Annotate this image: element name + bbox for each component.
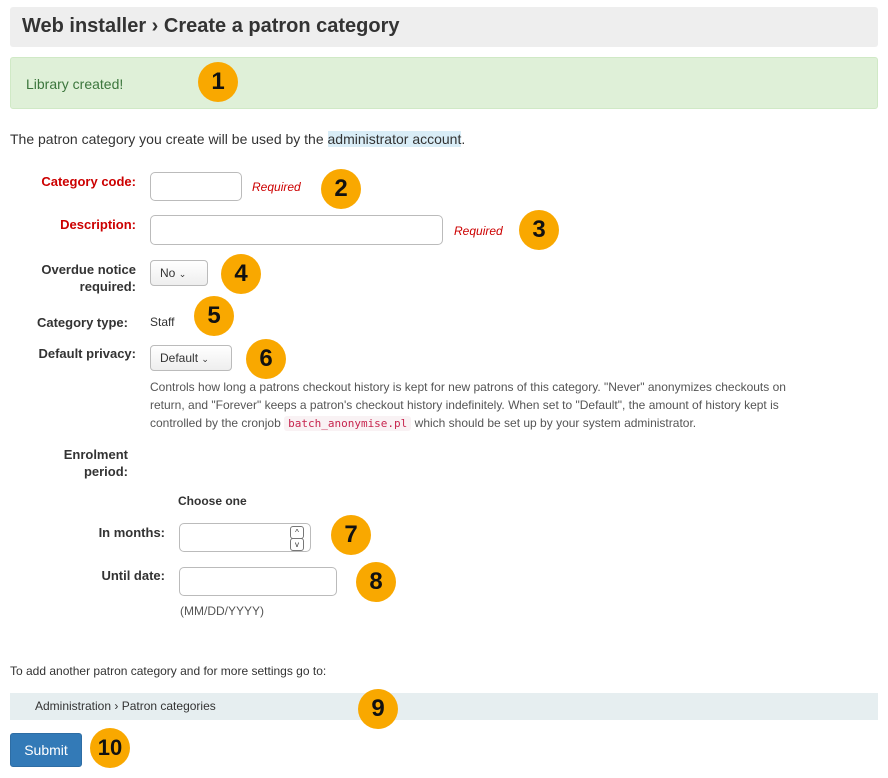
badge-1: 1	[198, 62, 238, 102]
overdue-value: No	[160, 266, 176, 280]
intro-after: .	[461, 131, 466, 147]
page-header: Web installer › Create a patron category	[10, 7, 878, 47]
badge-10: 10	[90, 728, 130, 768]
cronjob-code: batch_anonymise.pl	[284, 416, 412, 431]
intro-text: The patron category you create will be u…	[10, 131, 465, 147]
overdue-label-line2: required:	[79, 279, 136, 294]
enrolment-label: Enrolment period:	[0, 446, 128, 480]
description-required: Required	[454, 224, 503, 238]
success-alert: Library created!	[10, 57, 878, 109]
badge-9: 9	[358, 689, 398, 729]
badge-6: 6	[246, 339, 286, 379]
admin-account-highlight: administrator account	[327, 131, 462, 147]
months-label: In months:	[98, 525, 165, 540]
choose-one: Choose one	[178, 494, 247, 508]
hint-text-end: which should be set up by your system ad…	[411, 416, 697, 430]
category-type-label: Category type:	[36, 315, 128, 330]
chevron-down-icon: ⌄	[201, 354, 209, 364]
category-type-value: Staff	[150, 315, 175, 329]
overdue-label-line1: Overdue notice	[41, 262, 136, 277]
overdue-select[interactable]: No ⌄	[150, 260, 208, 286]
category-code-input[interactable]	[150, 172, 242, 201]
months-input[interactable]: ^ v	[179, 523, 311, 552]
category-code-required: Required	[252, 180, 301, 194]
breadcrumb[interactable]: Administration › Patron categories	[10, 693, 878, 720]
enrolment-line2: period:	[83, 464, 128, 479]
decrement-icon[interactable]: v	[290, 538, 304, 551]
privacy-label: Default privacy:	[38, 346, 136, 361]
badge-4: 4	[221, 254, 261, 294]
overdue-label: Overdue notice required:	[6, 261, 136, 295]
privacy-hint: Controls how long a patrons checkout his…	[150, 378, 820, 433]
intro-before: The patron category you create will be u…	[10, 131, 328, 147]
until-date-input[interactable]	[179, 567, 337, 596]
badge-8: 8	[356, 562, 396, 602]
privacy-select[interactable]: Default ⌄	[150, 345, 232, 371]
breadcrumb-link[interactable]: Administration › Patron categories	[35, 699, 216, 713]
hint-text: Controls how long a patrons checkout his…	[150, 380, 786, 430]
privacy-value: Default	[160, 351, 199, 365]
description-label: Description:	[60, 217, 136, 232]
badge-7: 7	[331, 515, 371, 555]
footer-text: To add another patron category and for m…	[10, 664, 327, 678]
badge-3: 3	[519, 210, 559, 250]
description-input[interactable]	[150, 215, 443, 245]
submit-button[interactable]: Submit	[10, 733, 82, 767]
chevron-down-icon: ⌄	[178, 269, 187, 279]
enrolment-line1: Enrolment	[63, 447, 128, 462]
badge-5: 5	[194, 296, 234, 336]
date-format-hint: (MM/DD/YYYY)	[180, 604, 264, 618]
date-label: Until date:	[101, 568, 165, 583]
badge-2: 2	[321, 169, 361, 209]
page-title: Web installer › Create a patron category	[22, 15, 400, 37]
category-code-label: Category code:	[41, 174, 136, 189]
alert-message: Library created!	[26, 76, 124, 92]
